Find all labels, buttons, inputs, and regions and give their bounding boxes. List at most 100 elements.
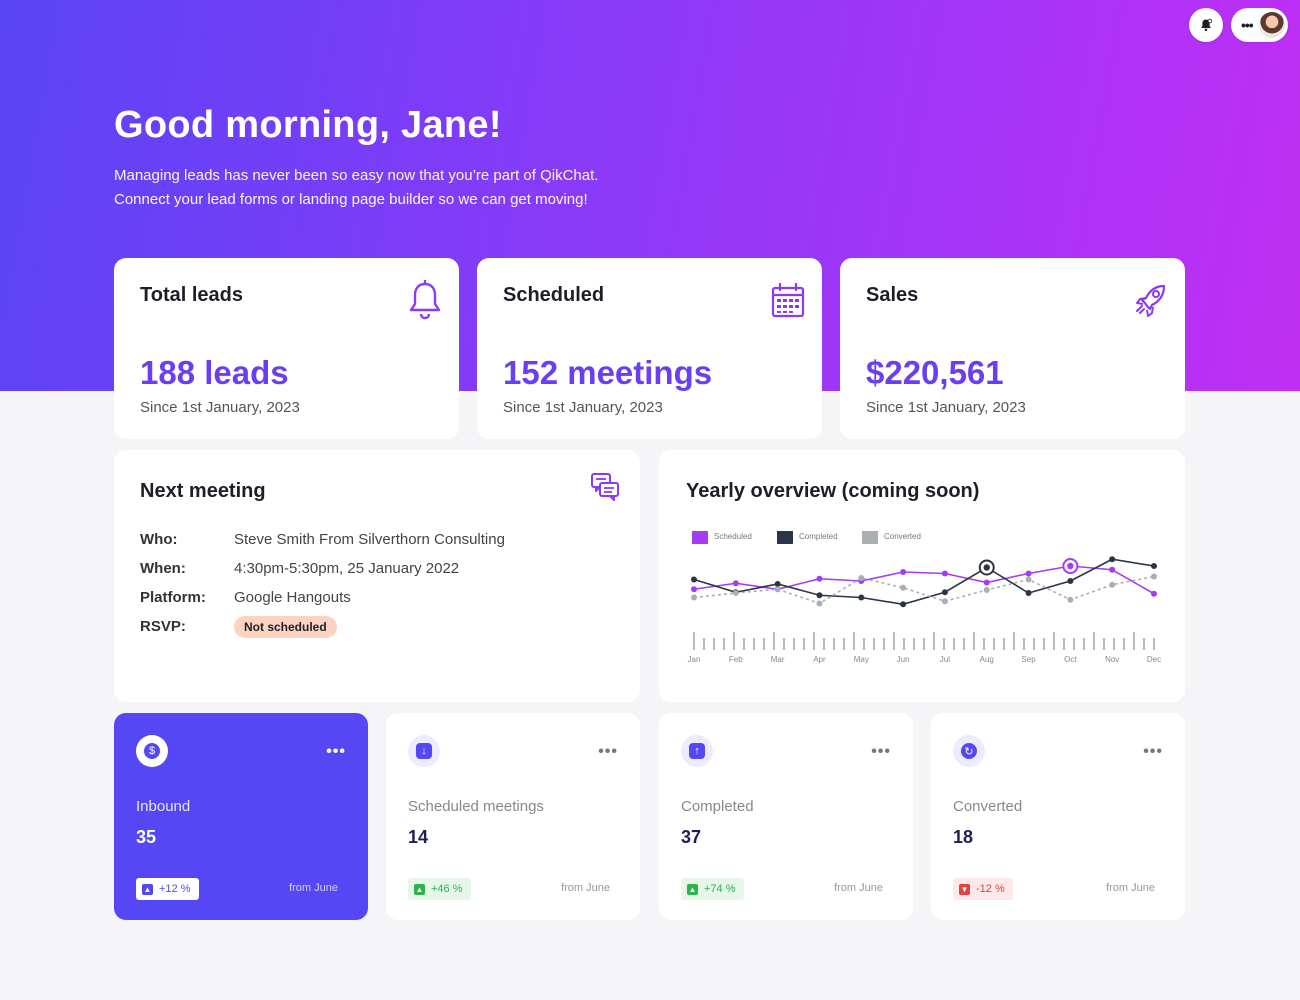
mini-card-converted[interactable]: ↻ ••• Converted 18 ▼ -12 % from June — [931, 713, 1185, 920]
mini-card-completed[interactable]: ↑ ••• Completed 37 ▲ +74 % from June — [659, 713, 913, 920]
stat-since: Since 1st January, 2023 — [140, 399, 300, 416]
meeting-platform-row: Platform: Google Hangouts — [140, 589, 351, 606]
more-dots-icon[interactable]: ••• — [871, 743, 891, 760]
meeting-label: When: — [140, 560, 186, 577]
data-point — [1025, 570, 1032, 577]
meeting-label: Platform: — [140, 589, 206, 606]
change-badge: ▲ +74 % — [681, 878, 744, 900]
account-menu-button[interactable]: ••• — [1231, 8, 1288, 42]
mini-card-value: 35 — [136, 827, 157, 847]
mini-card-value: 18 — [953, 827, 974, 847]
arrow-up-icon: ▲ — [687, 883, 698, 895]
data-point — [774, 586, 781, 593]
stat-since: Since 1st January, 2023 — [866, 399, 1026, 416]
x-tick-label: May — [854, 655, 869, 664]
arrow-up-icon: ▲ — [414, 883, 425, 895]
stat-since: Since 1st January, 2023 — [503, 399, 663, 416]
data-point — [900, 584, 907, 591]
rsvp-status-badge: Not scheduled — [234, 616, 337, 638]
legend-swatch — [777, 531, 793, 544]
data-point — [941, 589, 948, 596]
x-tick-label: Mar — [771, 655, 785, 664]
mini-card-inbound[interactable]: $ ••• Inbound 35 ▲ +12 % from June — [114, 713, 368, 920]
chat-icon[interactable] — [590, 472, 620, 502]
meeting-when: 4:30pm-5:30pm, 25 January 2022 — [234, 560, 460, 577]
data-point — [691, 594, 697, 601]
x-tick-label: Apr — [813, 655, 826, 664]
meeting-who: Steve Smith From Silverthorn Consulting — [234, 531, 505, 548]
data-point — [900, 601, 907, 608]
data-point — [732, 590, 739, 596]
stat-title: Total leads — [140, 284, 243, 306]
yearly-overview-chart: Scheduled Completed Converted Jan Feb Mar Apr M… — [688, 531, 1161, 664]
change-badge: ▲ +46 % — [408, 878, 471, 900]
x-tick-label: Jul — [940, 655, 950, 664]
data-point — [1109, 556, 1116, 563]
x-tick-label: Dec — [1147, 655, 1161, 664]
stat-card-scheduled[interactable]: Scheduled 152 meetings Since 1st January… — [477, 258, 822, 439]
data-point — [941, 570, 948, 577]
data-point — [858, 594, 865, 601]
mini-card-scheduled-meetings[interactable]: ↓ ••• Scheduled meetings 14 ▲ +46 % from… — [386, 713, 640, 920]
data-point — [774, 581, 781, 587]
data-point — [816, 592, 823, 599]
from-label: from June — [1106, 882, 1155, 894]
more-dots-icon: ••• — [1241, 17, 1254, 33]
data-point — [732, 580, 739, 587]
meeting-platform: Google Hangouts — [234, 589, 351, 606]
meeting-label: Who: — [140, 531, 178, 548]
from-label: from June — [834, 882, 883, 894]
meeting-label: RSVP: — [140, 618, 186, 635]
calendar-icon — [771, 282, 805, 318]
x-tick-label: Oct — [1064, 655, 1077, 664]
rocket-icon — [1136, 284, 1166, 317]
data-point — [1109, 581, 1116, 588]
stat-card-sales[interactable]: Sales $220,561 Since 1st January, 2023 — [840, 258, 1185, 439]
stat-value: $220,561 — [866, 354, 1004, 391]
legend-label: Completed — [799, 532, 838, 541]
change-badge: ▼ -12 % — [953, 878, 1013, 900]
data-point — [1109, 566, 1116, 573]
x-tick-label: Aug — [980, 655, 994, 664]
stat-title: Scheduled — [503, 284, 605, 306]
arrow-down-icon: ↓ — [408, 735, 440, 767]
yearly-overview-card: Yearly overview (coming soon) Scheduled C… — [659, 450, 1185, 702]
more-dots-icon[interactable]: ••• — [598, 743, 618, 760]
data-point — [816, 575, 823, 582]
arrow-down-icon: ▼ — [959, 883, 970, 895]
notifications-button[interactable] — [1189, 8, 1223, 42]
change-badge: ▲ +12 % — [136, 878, 199, 900]
stat-card-total-leads[interactable]: Total leads 188 leads Since 1st January,… — [114, 258, 459, 439]
data-point — [1025, 576, 1032, 583]
x-tick-label: Nov — [1105, 655, 1119, 664]
page-subtitle: Managing leads has never been so easy no… — [114, 167, 599, 208]
more-dots-icon[interactable]: ••• — [326, 743, 346, 760]
legend-swatch — [692, 531, 708, 544]
data-point — [691, 576, 697, 583]
from-label: from June — [289, 882, 338, 894]
mini-card-label: Converted — [953, 798, 1023, 815]
meeting-when-row: When: 4:30pm-5:30pm, 25 January 2022 — [140, 560, 459, 577]
arrow-up-icon: ↑ — [681, 735, 713, 767]
avatar — [1259, 12, 1285, 38]
x-tick-label: Feb — [729, 655, 743, 664]
data-point — [1151, 590, 1157, 597]
mini-card-value: 37 — [681, 827, 702, 847]
dollar-icon: $ — [136, 735, 168, 767]
highlight-marker-dot — [1067, 562, 1074, 570]
stat-value: 188 leads — [140, 354, 289, 391]
data-point — [983, 579, 990, 586]
meeting-rsvp-row: RSVP: Not scheduled — [140, 616, 337, 638]
mini-card-label: Completed — [681, 798, 754, 815]
x-tick-label: Jan — [688, 655, 701, 664]
card-title: Next meeting — [140, 480, 266, 502]
from-label: from June — [561, 882, 610, 894]
more-dots-icon[interactable]: ••• — [1143, 743, 1163, 760]
page-title: Good morning, Jane! — [114, 104, 502, 146]
data-point — [816, 600, 823, 607]
refresh-icon: ↻ — [953, 735, 985, 767]
bell-icon — [1201, 18, 1213, 32]
data-point — [941, 598, 948, 605]
x-tick-label: Sep — [1021, 655, 1036, 664]
data-point — [1151, 563, 1157, 569]
